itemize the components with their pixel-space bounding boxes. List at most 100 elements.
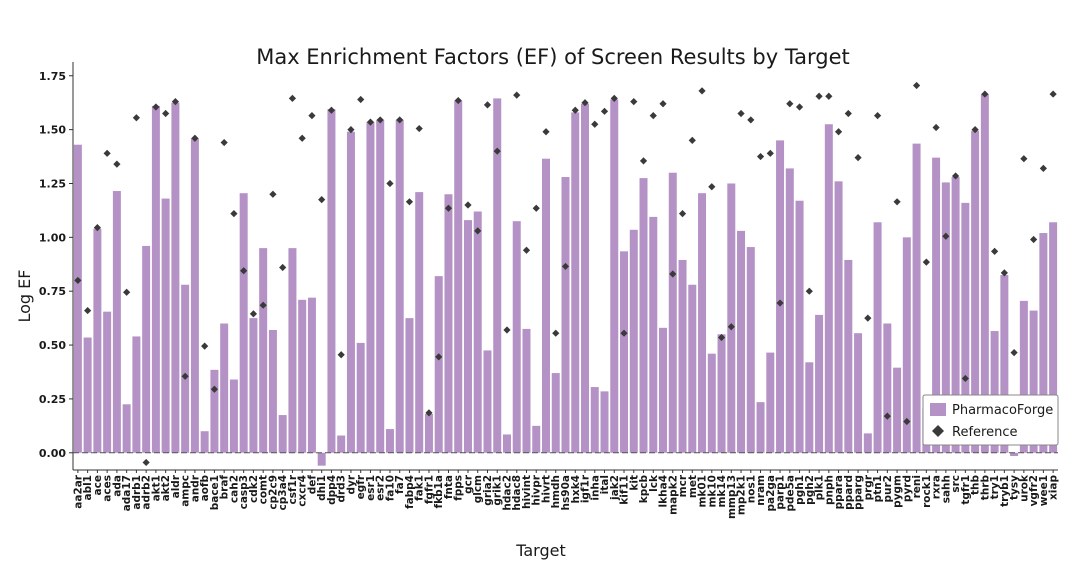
y-axis-label: Log EF bbox=[15, 270, 34, 323]
bar-lck bbox=[649, 216, 658, 453]
x-tick-label-pyrd: pyrd bbox=[901, 475, 913, 502]
y-tick-label: 1.25 bbox=[39, 177, 66, 190]
marker-esr1 bbox=[366, 118, 375, 126]
x-tick-label-hivpr: hivpr bbox=[531, 474, 543, 505]
x-tick-label-try1: try1 bbox=[989, 475, 1001, 499]
marker-tgfr1 bbox=[961, 374, 969, 383]
bar-comt bbox=[259, 248, 268, 453]
bar-tysy bbox=[1010, 452, 1019, 456]
x-tick-label-pygm: pygm bbox=[892, 475, 904, 508]
x-tick-label-adrb2: adrb2 bbox=[141, 475, 153, 510]
bar-aa2ar bbox=[73, 144, 82, 453]
bar-hivint bbox=[522, 328, 531, 453]
bar-mp2k1 bbox=[737, 230, 746, 453]
bar-akt2 bbox=[161, 198, 170, 453]
marker-mp2k1 bbox=[737, 109, 745, 118]
bar-reni bbox=[912, 143, 921, 453]
x-tick-label-comt: comt bbox=[258, 475, 270, 504]
x-tick-label-parp1: parp1 bbox=[775, 475, 787, 510]
bar-gria2 bbox=[483, 350, 492, 453]
bar-met bbox=[688, 284, 697, 453]
x-tick-label-ada: ada bbox=[111, 475, 123, 497]
marker-fa7 bbox=[396, 116, 404, 124]
marker-casp3 bbox=[240, 267, 248, 275]
marker-hxk4 bbox=[571, 106, 579, 114]
marker-ptn1 bbox=[873, 112, 882, 120]
marker-hivrt bbox=[542, 128, 550, 136]
bar-ptn1 bbox=[873, 222, 882, 453]
y-tick-label: 1.50 bbox=[39, 124, 66, 137]
bar-hs90a bbox=[561, 177, 570, 453]
x-tick-label-mk14: mk14 bbox=[716, 475, 728, 508]
chart-title: Max Enrichment Factors (EF) of Screen Re… bbox=[256, 45, 850, 69]
x-tick-label-rxra: rxra bbox=[931, 475, 943, 499]
marker-esr2 bbox=[376, 116, 384, 124]
x-tick-label-akt2: akt2 bbox=[160, 475, 172, 501]
x-tick-label-dhi1: dhi1 bbox=[316, 475, 328, 501]
bar-mcr bbox=[678, 259, 687, 453]
bar-gcr bbox=[463, 220, 472, 453]
bar-drd3 bbox=[337, 435, 346, 453]
bar-mk10 bbox=[707, 353, 716, 453]
bar-akt1 bbox=[151, 105, 160, 453]
marker-fpps bbox=[454, 96, 462, 105]
marker-braf bbox=[220, 138, 228, 147]
bar-ital bbox=[600, 391, 609, 453]
marker-mk01 bbox=[698, 87, 706, 95]
marker-hmdh bbox=[552, 329, 560, 337]
bar-kit bbox=[629, 229, 638, 453]
bar-ada17 bbox=[122, 404, 131, 453]
bar-pur2 bbox=[883, 323, 892, 453]
marker-mmp13 bbox=[727, 323, 735, 331]
x-tick-label-pur2: pur2 bbox=[882, 475, 894, 502]
marker-plk1 bbox=[815, 92, 823, 100]
bar-jak2 bbox=[610, 99, 619, 453]
bar-prgr bbox=[863, 433, 872, 453]
bar-fa7 bbox=[395, 119, 404, 453]
marker-fnta bbox=[444, 204, 453, 212]
marker-hivpr bbox=[532, 204, 540, 212]
marker-lck bbox=[649, 112, 657, 120]
bar-glcm bbox=[473, 211, 482, 453]
marker-kif11 bbox=[620, 329, 628, 337]
marker-ppard bbox=[844, 109, 852, 118]
x-tick-label-ppara: ppara bbox=[833, 475, 845, 509]
x-tick-label-esr1: esr1 bbox=[365, 475, 377, 501]
marker-mcr bbox=[678, 210, 687, 218]
x-tick-label-fa10: fa10 bbox=[384, 475, 396, 501]
x-tick-label-pa2ga: pa2ga bbox=[765, 475, 777, 512]
bar-egfr bbox=[356, 342, 365, 453]
x-tick-label-braf: braf bbox=[219, 475, 231, 500]
marker-try1 bbox=[991, 247, 999, 255]
bar-cxcr4 bbox=[298, 299, 307, 453]
marker-tryb1 bbox=[1000, 269, 1008, 277]
y-tick-label: 0.00 bbox=[39, 447, 66, 460]
marker-andr bbox=[191, 134, 199, 142]
marker-cp2c9 bbox=[269, 190, 277, 198]
x-tick-label-mp2k1: mp2k1 bbox=[736, 475, 748, 515]
x-tick-label-tryb1: tryb1 bbox=[999, 475, 1011, 507]
bar-pde5a bbox=[785, 168, 794, 453]
x-tick-label-urok: urok bbox=[1018, 474, 1030, 502]
marker-reni bbox=[912, 81, 921, 90]
marker-pur2 bbox=[883, 412, 891, 420]
marker-fa10 bbox=[386, 179, 394, 188]
marker-abl1 bbox=[84, 306, 92, 315]
bar-wee1 bbox=[1039, 233, 1048, 453]
x-tick-label-aofb: aofb bbox=[199, 475, 211, 502]
marker-parp1 bbox=[776, 299, 784, 307]
x-tick-label-xiap: xiap bbox=[1048, 475, 1060, 500]
x-tick-label-lkha4: lkha4 bbox=[658, 475, 670, 507]
x-axis-label: Target bbox=[515, 541, 566, 560]
bar-igf1r bbox=[581, 103, 590, 453]
marker-xiap bbox=[1049, 90, 1057, 98]
x-tick-label-src: src bbox=[950, 475, 962, 493]
x-tick-label-cdk2: cdk2 bbox=[248, 475, 260, 503]
bar-plk1 bbox=[815, 314, 824, 453]
marker-fabp4 bbox=[405, 198, 414, 206]
bar-aofb bbox=[200, 431, 209, 453]
bar-ampc bbox=[181, 284, 190, 453]
marker-dyr bbox=[347, 126, 355, 134]
bar-dyr bbox=[346, 131, 355, 453]
